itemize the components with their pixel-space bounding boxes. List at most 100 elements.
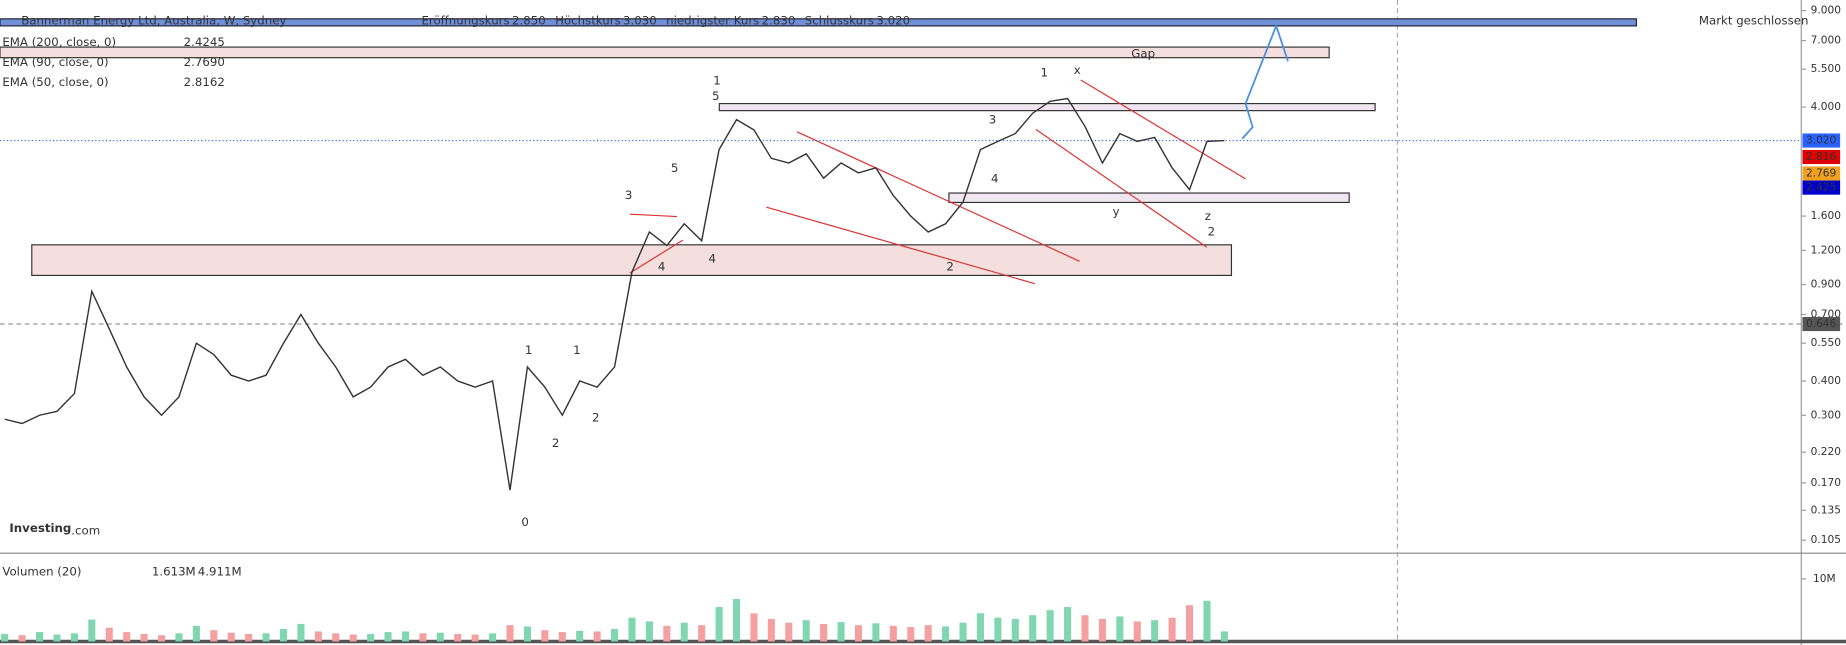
volume-bar (210, 630, 218, 642)
wave-label: y (1113, 204, 1120, 218)
volume-bar (88, 619, 96, 642)
zone (31, 244, 1233, 277)
volume-bar (1151, 620, 1159, 642)
volume-bar (1081, 615, 1089, 642)
y-axis: 9.000 7.000 5.500 4.000 1.600 1.200 0.900 0.700… (1801, 5, 1841, 585)
volume-bar (401, 631, 409, 642)
volume-bar (53, 634, 61, 642)
volume-bar (175, 633, 183, 642)
v-tick-label: 10M (1813, 573, 1836, 585)
wave-label: 1 (713, 74, 721, 88)
quote-value: 3.020 (876, 14, 910, 28)
volume-bar (18, 635, 26, 642)
volume-bar (1186, 605, 1194, 642)
y-tick-label: 0.400 (1811, 375, 1842, 387)
volume-bar (227, 632, 235, 642)
volume-bar (732, 598, 741, 642)
volume-bar (70, 633, 78, 642)
volume-bar (349, 634, 357, 642)
indicator-value: 2.7690 (184, 55, 225, 69)
projection (1241, 23, 1289, 140)
volume-bar (36, 632, 44, 642)
market-status: Markt geschlossen (1699, 14, 1809, 28)
zone (718, 102, 1376, 112)
y-tick-label: 7.000 (1811, 35, 1842, 47)
quote-label: niedrigster Kurs (666, 14, 759, 28)
logo-suffix: .com (71, 523, 100, 537)
y-tick-label: 0.220 (1811, 446, 1842, 458)
volume-bar (837, 622, 845, 642)
volume-bar (802, 620, 810, 642)
y-tick-label: 0.300 (1811, 409, 1842, 421)
volume-value: 1.613M (152, 565, 196, 579)
quote-label: Eröffnungskurs (421, 14, 509, 28)
volume-title: Volumen (20) (2, 565, 81, 579)
volume-bar (157, 635, 166, 642)
y-tick-label: 1.600 (1811, 210, 1842, 222)
volume-bar (454, 633, 462, 642)
volume-bar (889, 625, 897, 642)
quote-label: Höchstkurs (555, 14, 621, 28)
price-tag-label: 0.646 (1806, 318, 1837, 330)
volume-bar (436, 632, 444, 642)
indicator-value: 2.4245 (184, 35, 225, 49)
volume-bar (245, 633, 253, 642)
volume-bar (1098, 618, 1106, 642)
volume-bar (942, 626, 950, 642)
volume-bar (593, 631, 601, 642)
volume-bar (663, 625, 671, 642)
wave-label: 1 (525, 343, 533, 357)
wave-label: z (1205, 209, 1211, 223)
wave-label: 3 (989, 113, 997, 127)
volume-bar (767, 618, 775, 642)
volume-bar (1203, 600, 1211, 642)
volume-bar (959, 622, 967, 642)
quote-value: 2.850 (512, 14, 546, 28)
header: Bannerman Energy Ltd, Australia, W, Sydn… (2, 14, 1808, 579)
zone (0, 46, 1330, 59)
wave-label: 5 (712, 89, 720, 103)
y-tick-label: 0.105 (1811, 534, 1841, 546)
volume-bar (297, 623, 305, 642)
volume-bar (419, 633, 427, 642)
wave-label: 2 (1208, 224, 1216, 238)
volume-bar (123, 632, 131, 642)
wave-label: 1 (573, 343, 581, 357)
price-tag-label: 2.425 (1806, 182, 1836, 194)
y-tick-label: 9.000 (1811, 5, 1842, 17)
price-tag-label: 2.769 (1806, 167, 1836, 179)
indicator-label: EMA (50, close, 0) (2, 75, 108, 89)
y-tick-label: 5.500 (1811, 63, 1842, 75)
y-tick-label: 0.135 (1811, 504, 1841, 516)
quote-value: 2.830 (762, 14, 796, 28)
price-tag (1802, 316, 1841, 332)
logo: Investing (9, 521, 71, 535)
volume-bar (611, 628, 619, 642)
volume-bar (628, 617, 636, 642)
volume-bar (907, 627, 915, 642)
zone (0, 18, 1638, 27)
volume-bar (976, 613, 984, 642)
price-tag (1802, 180, 1841, 195)
y-tick-label: 1.200 (1811, 244, 1842, 256)
wave-label: 2 (552, 436, 560, 450)
wave-label: 2 (946, 260, 954, 274)
price-line (4, 97, 1225, 491)
volume-bar (715, 607, 723, 642)
wave-label: 4 (709, 251, 717, 265)
volume-bar (872, 623, 880, 642)
price-tag (1802, 166, 1841, 181)
volume-bar (698, 625, 706, 642)
volume-bar (279, 628, 288, 642)
indicator-label: EMA (90, close, 0) (2, 55, 108, 69)
volume-bar (332, 633, 340, 642)
volume-bar (1133, 621, 1141, 642)
volume-bar (1064, 607, 1072, 642)
volume-bar (523, 626, 531, 642)
zone (948, 192, 1350, 204)
volume-bar (140, 633, 148, 642)
wave-label: 3 (625, 188, 633, 202)
